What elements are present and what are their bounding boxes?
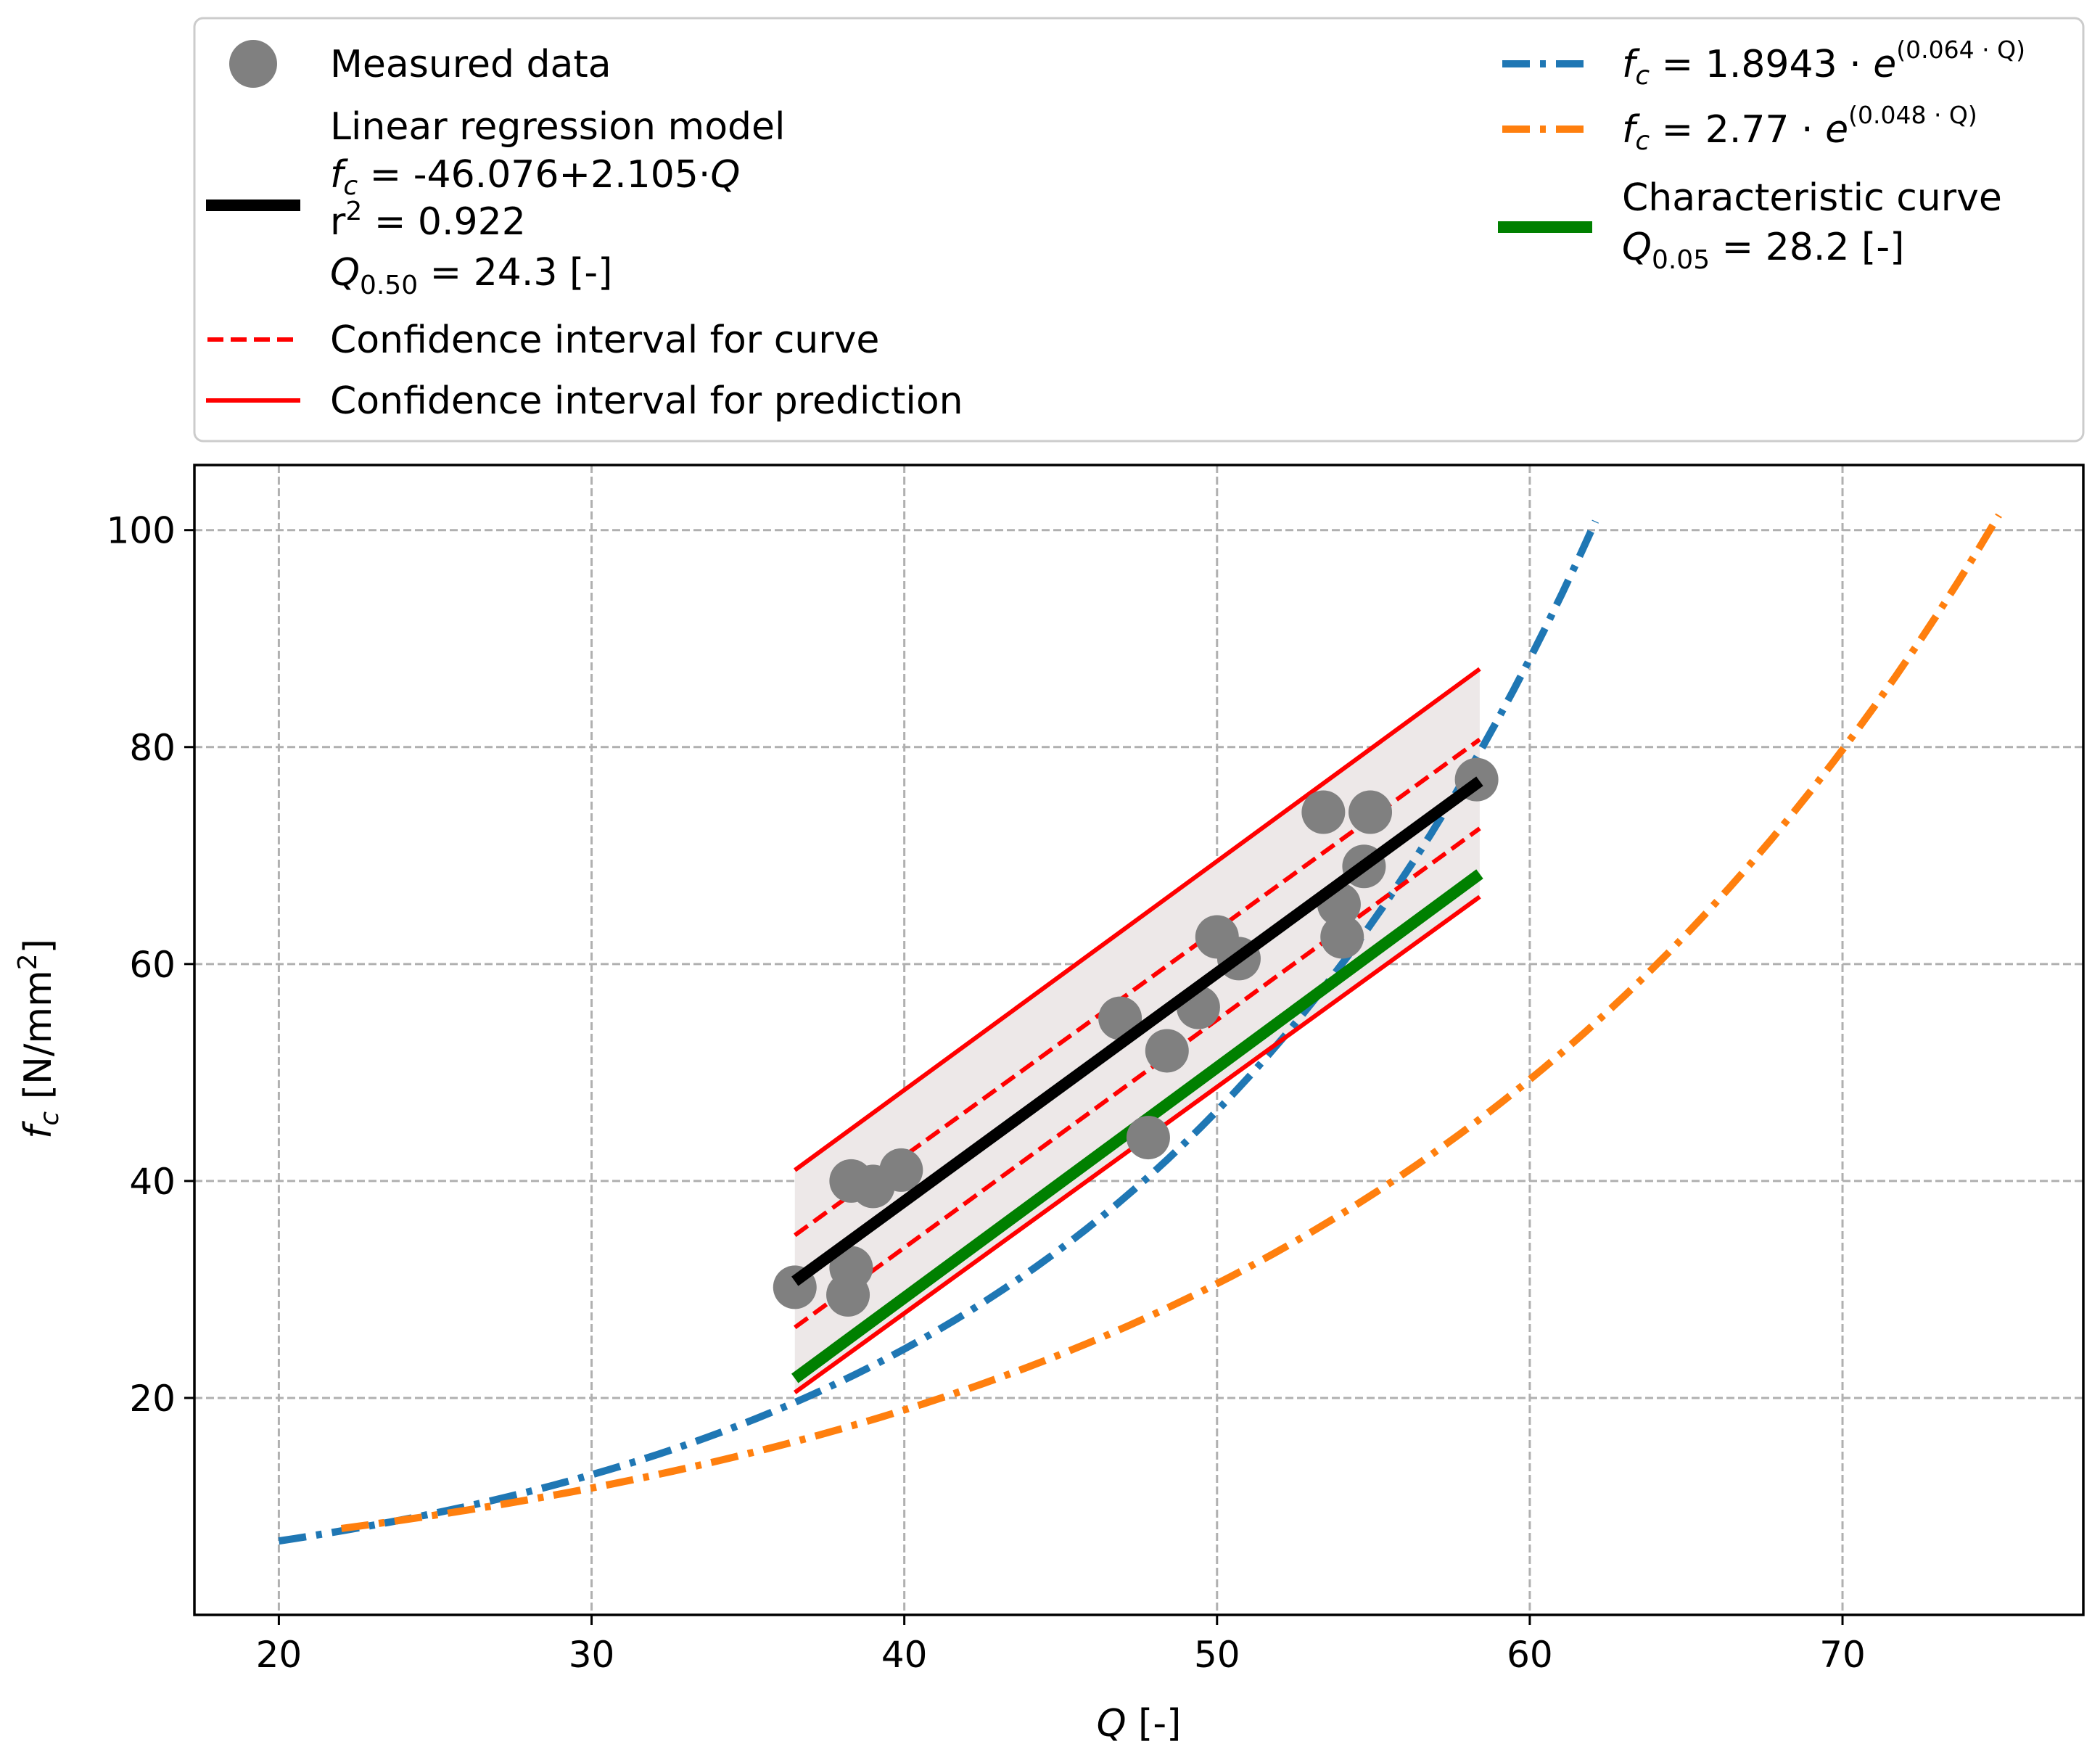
legend-characteristic-q05: Q0.05 = 28.2 [-] bbox=[1622, 226, 1904, 275]
curve-layer bbox=[278, 513, 2002, 1545]
legend-box bbox=[193, 17, 2085, 443]
legend-q50: Q0.50 = 24.3 [-] bbox=[330, 251, 612, 300]
legend-exp1-label: fc = 1.8943 · e(0.064 · Q) bbox=[1622, 36, 2025, 91]
x-tick-label: 60 bbox=[1507, 1634, 1553, 1676]
y-tick-label: 20 bbox=[129, 1378, 176, 1420]
tick-layer: 20 30 40 50 60 70 20 40 60 80 100 bbox=[107, 510, 1866, 1676]
y-tick-label: 80 bbox=[129, 727, 176, 769]
y-tick-label: 60 bbox=[129, 944, 176, 986]
legend-exp2-label: fc = 2.77 · e(0.048 · Q) bbox=[1622, 101, 1977, 156]
x-axis-label: Q [-] bbox=[1097, 1702, 1182, 1745]
measured-point bbox=[1145, 1029, 1189, 1073]
y-tick-label: 100 bbox=[107, 510, 176, 552]
prediction-upper-line bbox=[793, 667, 1481, 1172]
measured-points bbox=[773, 757, 1499, 1317]
x-tick-label: 50 bbox=[1194, 1634, 1240, 1676]
x-tick-label: 30 bbox=[569, 1634, 615, 1676]
exp2-curve bbox=[340, 513, 2002, 1532]
legend-regression-equation: fc = -46.076+2.105·Q bbox=[330, 153, 740, 201]
measured-point bbox=[829, 1246, 873, 1290]
measured-point bbox=[1348, 790, 1393, 834]
legend-conf-pred-label: Confidence interval for prediction bbox=[330, 379, 963, 423]
x-tick-label: 20 bbox=[256, 1634, 302, 1676]
measured-point bbox=[1126, 1116, 1170, 1160]
plot-frame bbox=[193, 464, 2085, 1616]
regression-line bbox=[791, 776, 1483, 1286]
exp1-curve bbox=[278, 519, 1599, 1545]
legend-measured-marker bbox=[229, 40, 277, 88]
legend: Measured data Linear regression model fc… bbox=[193, 17, 2085, 443]
legend-characteristic-title: Characteristic curve bbox=[1622, 176, 2002, 220]
measured-point bbox=[879, 1148, 923, 1192]
legend-regression-title: Linear regression model bbox=[330, 105, 785, 149]
x-tick-label: 70 bbox=[1819, 1634, 1866, 1676]
legend-measured-label: Measured data bbox=[330, 43, 612, 86]
measured-point bbox=[1320, 915, 1364, 959]
x-tick-label: 40 bbox=[881, 1634, 928, 1676]
legend-conf-curve-label: Confidence interval for curve bbox=[330, 318, 879, 362]
measured-point bbox=[1301, 790, 1346, 834]
confidence-lower-line bbox=[793, 826, 1481, 1330]
legend-r2: r2 = 0.922 bbox=[330, 197, 526, 244]
y-tick-label: 40 bbox=[129, 1161, 176, 1203]
y-axis-label: fc [N/mm2] bbox=[13, 939, 65, 1139]
